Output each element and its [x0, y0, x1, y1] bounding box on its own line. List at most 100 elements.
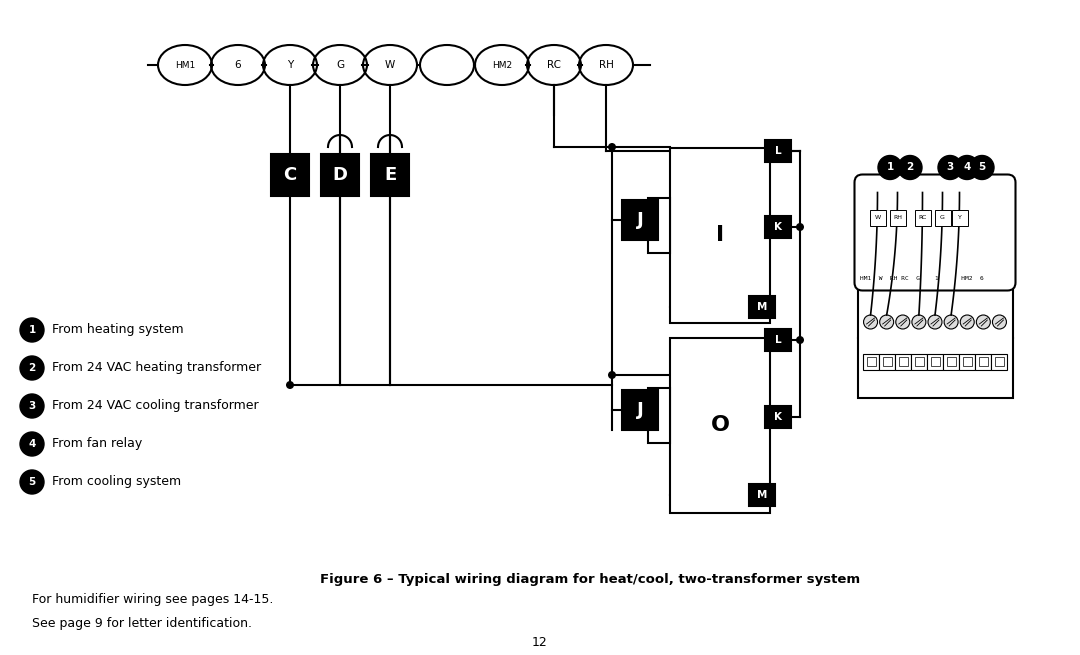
FancyBboxPatch shape — [750, 296, 775, 318]
Circle shape — [939, 155, 962, 179]
Text: From heating system: From heating system — [52, 324, 184, 337]
Circle shape — [955, 155, 978, 179]
Text: K: K — [774, 222, 782, 232]
Text: M: M — [757, 302, 767, 312]
Text: 2: 2 — [906, 162, 914, 172]
Text: W: W — [875, 215, 880, 220]
FancyBboxPatch shape — [951, 210, 968, 225]
Text: RH: RH — [893, 215, 902, 220]
Circle shape — [864, 315, 878, 329]
Text: K: K — [774, 412, 782, 422]
Circle shape — [878, 155, 902, 179]
FancyBboxPatch shape — [858, 282, 1013, 398]
Circle shape — [286, 381, 294, 389]
FancyBboxPatch shape — [670, 147, 770, 322]
Circle shape — [928, 315, 942, 329]
FancyBboxPatch shape — [765, 329, 791, 351]
FancyBboxPatch shape — [975, 354, 991, 370]
Circle shape — [976, 315, 990, 329]
FancyBboxPatch shape — [996, 357, 1004, 366]
FancyBboxPatch shape — [991, 354, 1008, 370]
Circle shape — [608, 143, 616, 151]
FancyBboxPatch shape — [879, 354, 894, 370]
Text: L: L — [774, 335, 781, 345]
Text: J: J — [636, 211, 644, 229]
Circle shape — [960, 315, 974, 329]
Circle shape — [21, 318, 44, 342]
Text: D: D — [333, 166, 348, 184]
Text: Figure 6 – Typical wiring diagram for heat/cool, two-transformer system: Figure 6 – Typical wiring diagram for he… — [320, 574, 860, 586]
Text: G: G — [940, 215, 945, 220]
Text: RC: RC — [918, 215, 927, 220]
Text: 5: 5 — [978, 162, 986, 172]
Text: See page 9 for letter identification.: See page 9 for letter identification. — [32, 616, 252, 629]
FancyBboxPatch shape — [750, 484, 775, 506]
FancyBboxPatch shape — [869, 210, 886, 225]
Text: J: J — [636, 401, 644, 419]
Text: Y: Y — [958, 215, 961, 220]
FancyBboxPatch shape — [947, 357, 956, 366]
Circle shape — [21, 394, 44, 418]
FancyBboxPatch shape — [931, 357, 940, 366]
FancyBboxPatch shape — [863, 354, 878, 370]
FancyBboxPatch shape — [271, 154, 309, 196]
Text: From 24 VAC heating transformer: From 24 VAC heating transformer — [52, 362, 261, 375]
FancyBboxPatch shape — [622, 390, 658, 430]
Circle shape — [944, 315, 958, 329]
Circle shape — [21, 356, 44, 380]
FancyBboxPatch shape — [866, 357, 876, 366]
Circle shape — [895, 315, 909, 329]
Text: O: O — [711, 415, 729, 435]
FancyBboxPatch shape — [899, 357, 908, 366]
Text: Y: Y — [287, 60, 293, 70]
Circle shape — [21, 470, 44, 494]
Text: HM1  W  RH RC  G    1      HM2  6: HM1 W RH RC G 1 HM2 6 — [860, 276, 983, 280]
FancyBboxPatch shape — [890, 210, 905, 225]
Text: M: M — [757, 490, 767, 500]
FancyBboxPatch shape — [372, 154, 409, 196]
FancyBboxPatch shape — [882, 357, 892, 366]
Text: HM2: HM2 — [491, 60, 512, 69]
Text: HM1: HM1 — [175, 60, 195, 69]
Circle shape — [912, 315, 926, 329]
Text: 4: 4 — [963, 162, 971, 172]
Text: 6: 6 — [234, 60, 241, 70]
Text: E: E — [383, 166, 396, 184]
Text: 12: 12 — [532, 637, 548, 650]
Text: I: I — [716, 225, 724, 245]
FancyBboxPatch shape — [648, 388, 670, 443]
Text: RH: RH — [598, 60, 613, 70]
FancyBboxPatch shape — [963, 357, 972, 366]
FancyBboxPatch shape — [910, 354, 927, 370]
FancyBboxPatch shape — [765, 216, 791, 238]
FancyBboxPatch shape — [915, 210, 931, 225]
Text: L: L — [774, 146, 781, 156]
FancyBboxPatch shape — [934, 210, 950, 225]
Text: For humidifier wiring see pages 14-15.: For humidifier wiring see pages 14-15. — [32, 593, 273, 607]
FancyBboxPatch shape — [980, 357, 988, 366]
Text: C: C — [283, 166, 297, 184]
Text: 1: 1 — [28, 325, 36, 335]
FancyBboxPatch shape — [321, 154, 359, 196]
Text: 3: 3 — [946, 162, 954, 172]
FancyBboxPatch shape — [648, 198, 670, 252]
FancyBboxPatch shape — [765, 406, 791, 428]
FancyBboxPatch shape — [943, 354, 959, 370]
FancyBboxPatch shape — [670, 337, 770, 512]
Text: 5: 5 — [28, 477, 36, 487]
Text: From cooling system: From cooling system — [52, 476, 181, 489]
Text: From fan relay: From fan relay — [52, 438, 143, 451]
Text: 4: 4 — [28, 439, 36, 449]
FancyBboxPatch shape — [765, 140, 791, 162]
Circle shape — [993, 315, 1007, 329]
Text: 1: 1 — [887, 162, 893, 172]
FancyBboxPatch shape — [927, 354, 943, 370]
FancyBboxPatch shape — [915, 357, 923, 366]
FancyBboxPatch shape — [622, 200, 658, 240]
Text: 2: 2 — [28, 363, 36, 373]
Circle shape — [880, 315, 893, 329]
Circle shape — [970, 155, 994, 179]
Text: G: G — [336, 60, 345, 70]
Text: From 24 VAC cooling transformer: From 24 VAC cooling transformer — [52, 400, 258, 413]
Circle shape — [21, 432, 44, 456]
